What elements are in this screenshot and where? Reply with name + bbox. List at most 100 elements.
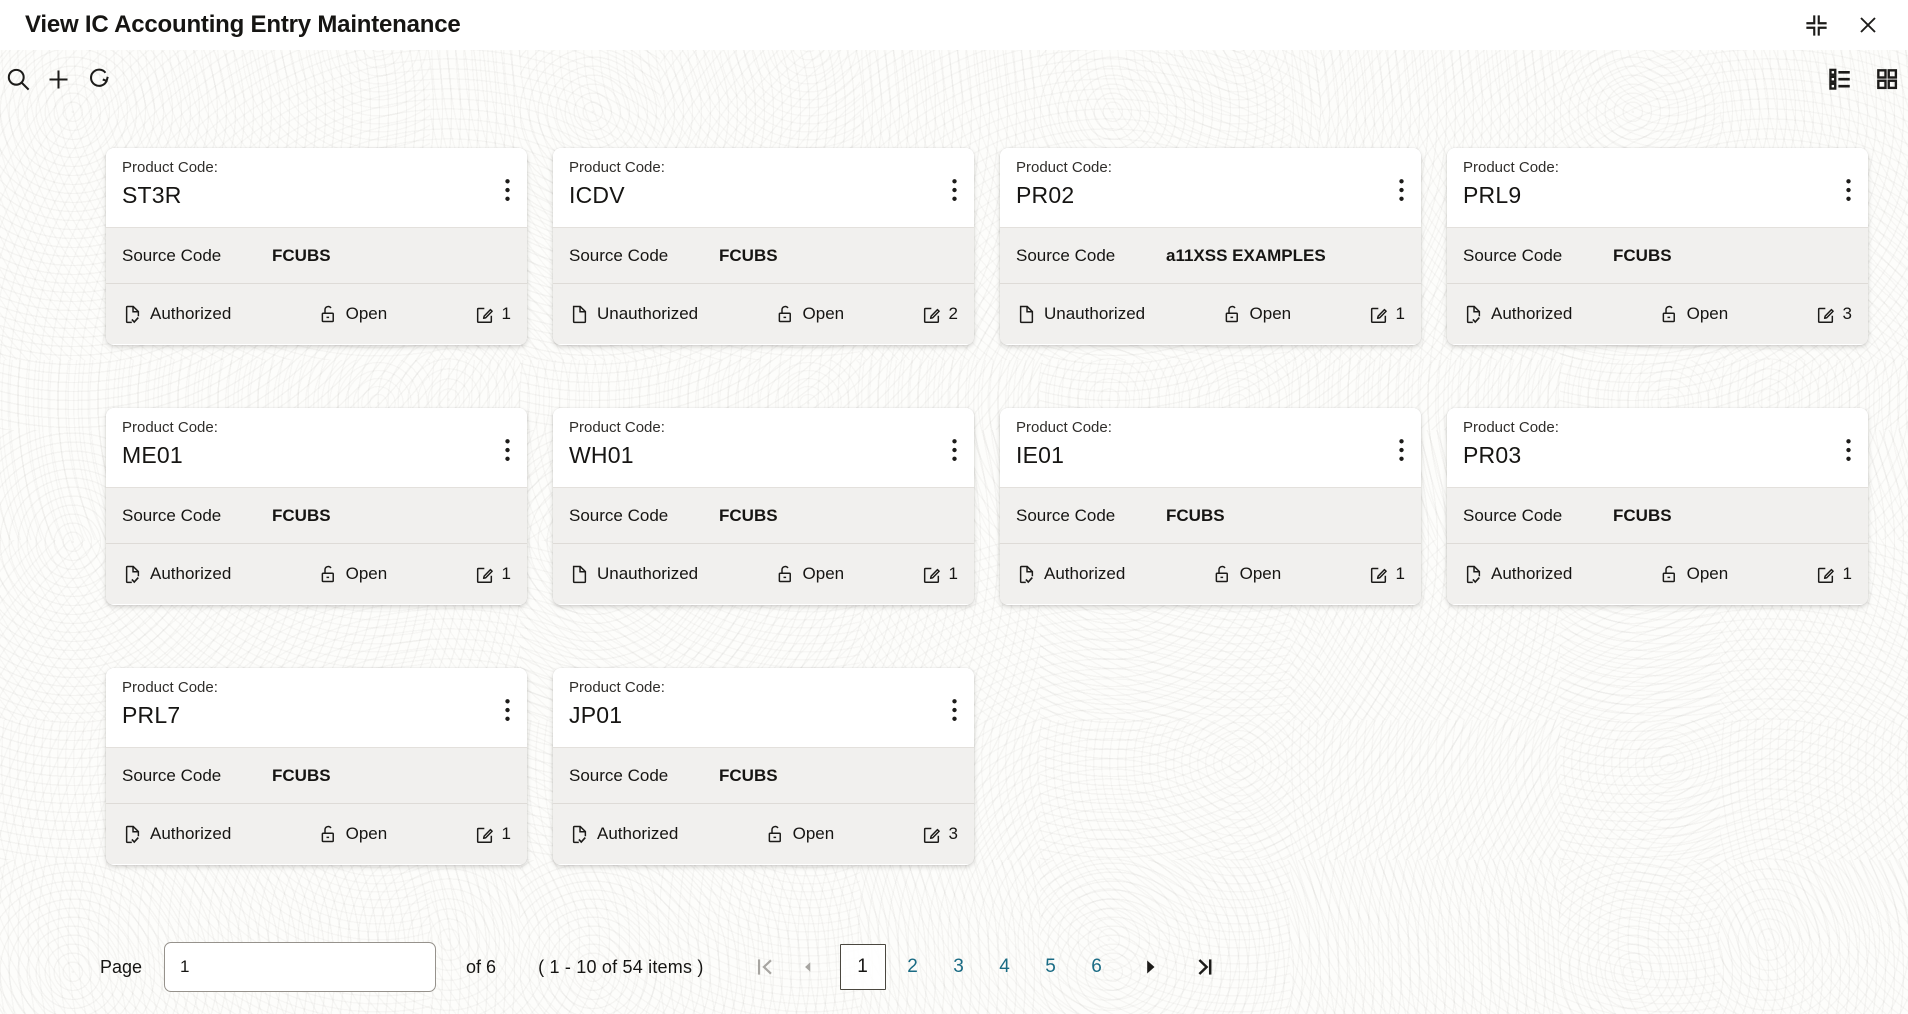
mod-number: 1	[921, 564, 958, 585]
product-card[interactable]: Product Code: PR02 Source Code a11XSS EX…	[1000, 148, 1421, 345]
refresh-button[interactable]	[85, 66, 112, 93]
auth-status-text: Authorized	[1044, 564, 1126, 583]
authorization-status: Authorized	[1463, 564, 1572, 585]
card-menu-button[interactable]	[1398, 173, 1405, 207]
page-number-current[interactable]: 1	[839, 944, 886, 990]
card-menu-button[interactable]	[1845, 173, 1852, 207]
authorized-icon	[1019, 565, 1034, 583]
grid-view-button[interactable]	[1874, 66, 1900, 92]
product-code-label: Product Code:	[122, 679, 218, 696]
source-code-label: Source Code	[122, 245, 222, 265]
last-page-button[interactable]	[1188, 945, 1222, 989]
product-code-value: ICDV	[569, 181, 625, 208]
product-card[interactable]: Product Code: ICDV Source Code FCUBS	[553, 148, 974, 345]
titlebar: View IC Accounting Entry Maintenance	[0, 0, 1908, 50]
card-menu-button[interactable]	[504, 173, 511, 207]
source-code-value: a11XSS EXAMPLES	[1166, 245, 1326, 265]
kebab-icon	[1399, 179, 1404, 201]
mod-number: 1	[1368, 564, 1405, 585]
authorized-icon	[1466, 565, 1481, 583]
authorization-status: Authorized	[122, 304, 231, 325]
card-source-row: Source Code FCUBS	[106, 488, 527, 544]
card-header: Product Code: PRL9	[1447, 148, 1868, 228]
auth-status-text: Authorized	[597, 824, 679, 843]
source-code-value: FCUBS	[272, 505, 331, 525]
last-page-icon	[1198, 959, 1211, 975]
card-status-row: Authorized Open 1	[106, 804, 527, 864]
product-card[interactable]: Product Code: ME01 Source Code FCUBS	[106, 408, 527, 605]
product-card[interactable]: Product Code: ST3R Source Code FCUBS	[106, 148, 527, 345]
toolbar	[0, 50, 1908, 108]
page-input[interactable]	[164, 942, 437, 992]
record-status-text: Open	[1686, 564, 1729, 583]
card-header: Product Code: JP01	[553, 668, 974, 748]
record-status-text: Open	[792, 824, 835, 843]
card-status-row: Unauthorized Open 1	[553, 544, 974, 604]
search-button[interactable]	[5, 66, 32, 93]
first-page-button[interactable]	[748, 945, 782, 989]
authorization-status: Unauthorized	[569, 304, 698, 325]
open-lock-icon	[778, 565, 791, 582]
card-status-row: Authorized Open 1	[1000, 544, 1421, 604]
search-icon	[7, 68, 30, 90]
product-code-value: PR03	[1463, 441, 1522, 468]
kebab-icon	[1846, 439, 1851, 461]
page-number-button[interactable]: 6	[1078, 944, 1116, 990]
product-card[interactable]: Product Code: IE01 Source Code FCUBS	[1000, 408, 1421, 605]
auth-status-text: Unauthorized	[1044, 304, 1146, 323]
card-header: Product Code: ST3R	[106, 148, 527, 228]
record-status: Open	[775, 304, 844, 325]
product-card[interactable]: Product Code: PRL9 Source Code FCUBS	[1447, 148, 1868, 345]
page-number-button[interactable]: 2	[894, 944, 932, 990]
authorization-status: Authorized	[1463, 304, 1572, 325]
add-button[interactable]	[45, 66, 72, 93]
card-header: Product Code: ME01	[106, 408, 527, 488]
page-number-button[interactable]: 3	[940, 944, 978, 990]
authorization-status: Authorized	[1016, 564, 1125, 585]
collapse-button[interactable]	[1803, 12, 1830, 39]
open-lock-icon	[778, 305, 791, 322]
list-view-button[interactable]	[1827, 66, 1853, 92]
previous-page-button[interactable]	[791, 945, 825, 989]
card-menu-button[interactable]	[1398, 433, 1405, 467]
next-page-button[interactable]	[1133, 945, 1167, 989]
kebab-icon	[1846, 179, 1851, 201]
kebab-icon	[505, 439, 510, 461]
card-menu-button[interactable]	[1845, 433, 1852, 467]
source-code-label: Source Code	[1463, 505, 1563, 525]
card-menu-button[interactable]	[504, 433, 511, 467]
card-menu-button[interactable]	[951, 433, 958, 467]
card-source-row: Source Code FCUBS	[553, 228, 974, 284]
authorized-icon	[125, 565, 140, 583]
auth-status-text: Authorized	[150, 824, 232, 843]
grid-view-icon	[1877, 69, 1898, 90]
card-source-row: Source Code a11XSS EXAMPLES	[1000, 228, 1421, 284]
auth-status-text: Authorized	[150, 304, 232, 323]
card-grid: Product Code: ST3R Source Code FCUBS	[106, 148, 1868, 865]
product-card[interactable]: Product Code: PRL7 Source Code FCUBS	[106, 668, 527, 865]
product-code-value: PRL9	[1463, 181, 1522, 208]
card-menu-button[interactable]	[951, 173, 958, 207]
authorization-status: Unauthorized	[569, 564, 698, 585]
source-code-value: FCUBS	[272, 245, 331, 265]
mod-count-text: 1	[948, 564, 958, 583]
card-menu-button[interactable]	[951, 693, 958, 727]
close-button[interactable]	[1856, 13, 1880, 37]
product-code-value: PR02	[1016, 181, 1075, 208]
page-number-button[interactable]: 5	[1032, 944, 1070, 990]
mod-count-text: 3	[948, 824, 958, 843]
authorization-status: Authorized	[122, 824, 231, 845]
page-number-button[interactable]: 4	[986, 944, 1024, 990]
product-card[interactable]: Product Code: PR03 Source Code FCUBS	[1447, 408, 1868, 605]
product-card[interactable]: Product Code: WH01 Source Code FCUBS	[553, 408, 974, 605]
product-code-label: Product Code:	[122, 419, 218, 436]
product-code-value: ST3R	[122, 181, 182, 208]
card-menu-button[interactable]	[504, 693, 511, 727]
product-code-label: Product Code:	[569, 159, 665, 176]
record-status-text: Open	[802, 564, 845, 583]
mod-number: 1	[474, 824, 511, 845]
record-status-text: Open	[345, 304, 388, 323]
product-card[interactable]: Product Code: JP01 Source Code FCUBS	[553, 668, 974, 865]
